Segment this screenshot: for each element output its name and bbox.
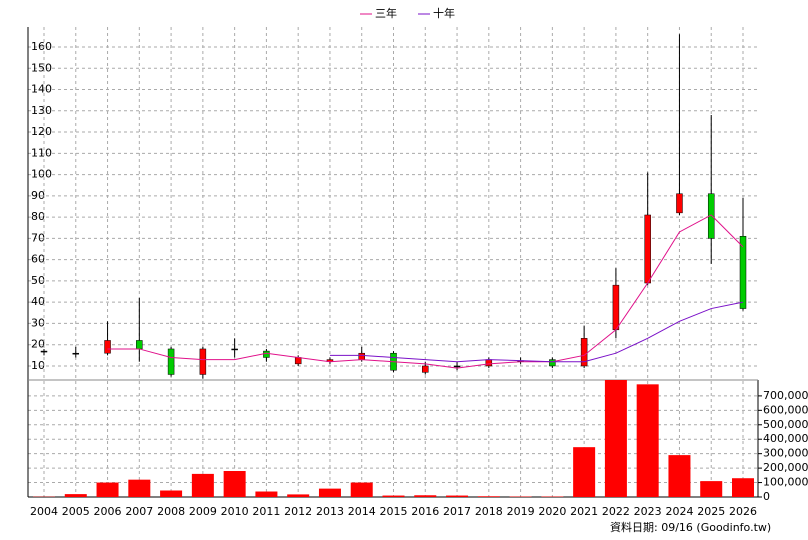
x-tick-label: 2008 xyxy=(157,505,185,518)
y-tick-label: 10 xyxy=(31,359,45,372)
y2-tick-label: 300,000 xyxy=(763,447,808,460)
volume-bar xyxy=(128,479,151,497)
candle-body xyxy=(231,348,238,351)
x-tick-label: 2017 xyxy=(443,505,471,518)
y-tick-label: 60 xyxy=(31,253,45,266)
y-tick-label: 140 xyxy=(31,83,52,96)
volume-bar xyxy=(350,482,373,497)
volume-bar xyxy=(382,495,405,497)
candle-body xyxy=(40,350,48,353)
x-tick-label: 2012 xyxy=(284,505,312,518)
y-tick-label: 150 xyxy=(31,61,52,74)
y2-tick-label: 400,000 xyxy=(763,432,808,445)
y2-tick-label: 600,000 xyxy=(763,403,808,416)
x-tick-label: 2014 xyxy=(348,505,376,518)
x-tick-label: 2023 xyxy=(634,505,662,518)
x-tick-label: 2025 xyxy=(697,505,725,518)
volume-bar xyxy=(414,495,437,497)
volume-bar xyxy=(700,481,723,497)
y-tick-label: 100 xyxy=(31,168,52,181)
candle-body xyxy=(453,365,461,368)
candle-body xyxy=(136,340,143,350)
y-tick-label: 30 xyxy=(31,316,45,329)
candle-body xyxy=(199,348,207,375)
x-tick-label: 2005 xyxy=(62,505,90,518)
y-tick-label: 20 xyxy=(31,338,45,351)
volume-bar xyxy=(255,491,278,497)
y-tick-label: 40 xyxy=(31,295,45,308)
x-tick-label: 2013 xyxy=(316,505,344,518)
y-tick-label: 80 xyxy=(31,210,45,223)
ma-line xyxy=(329,301,744,363)
volume-bar xyxy=(573,447,596,497)
source-note: 資料日期: 09/16 (Goodinfo.tw) xyxy=(610,520,771,534)
volume-bar xyxy=(604,380,627,497)
x-tick-label: 2015 xyxy=(380,505,408,518)
candle-body xyxy=(263,350,270,358)
candle-body xyxy=(644,214,651,284)
volume-bar xyxy=(477,496,500,497)
volume-bar xyxy=(636,384,659,497)
candle-body xyxy=(422,365,429,373)
candle-body xyxy=(485,359,493,367)
candle-body xyxy=(294,357,302,365)
x-tick-label: 2021 xyxy=(570,505,598,518)
volume-bar xyxy=(223,471,246,497)
volume-bar xyxy=(191,473,214,497)
y2-tick-label: 200,000 xyxy=(763,461,808,474)
x-tick-label: 2019 xyxy=(507,505,535,518)
candle-body xyxy=(167,348,175,375)
y-tick-label: 120 xyxy=(31,125,52,138)
y-tick-label: 90 xyxy=(31,189,45,202)
candle-body xyxy=(676,193,683,214)
legend-label: 三年 xyxy=(375,6,397,20)
volume-bar xyxy=(318,488,341,497)
y2-tick-label: 700,000 xyxy=(763,389,808,402)
x-tick-label: 2010 xyxy=(221,505,249,518)
y-tick-label: 50 xyxy=(31,274,45,287)
legend-label: 十年 xyxy=(433,6,455,20)
x-tick-label: 2011 xyxy=(252,505,280,518)
x-tick-label: 2007 xyxy=(125,505,153,518)
candle-body xyxy=(580,338,588,367)
y-tick-label: 130 xyxy=(31,104,52,117)
volume-bar xyxy=(446,495,469,497)
x-tick-label: 2004 xyxy=(30,505,58,518)
y-tick-label: 70 xyxy=(31,231,45,244)
x-tick-label: 2018 xyxy=(475,505,503,518)
y-tick-label: 160 xyxy=(31,40,52,53)
x-tick-label: 2026 xyxy=(729,505,757,518)
candle-body xyxy=(549,359,556,367)
x-tick-label: 2006 xyxy=(94,505,122,518)
x-tick-label: 2016 xyxy=(411,505,439,518)
y-tick-label: 110 xyxy=(31,146,52,159)
x-tick-label: 2009 xyxy=(189,505,217,518)
x-tick-label: 2020 xyxy=(538,505,566,518)
volume-bar xyxy=(287,494,310,497)
y2-tick-label: 100,000 xyxy=(763,476,808,489)
x-tick-label: 2024 xyxy=(665,505,693,518)
volume-bar xyxy=(96,482,119,497)
y2-tick-label: 500,000 xyxy=(763,418,808,431)
candle-body xyxy=(104,340,111,354)
candle-body xyxy=(72,352,80,355)
volume-bar xyxy=(668,455,691,497)
y2-tick-label: 0 xyxy=(763,490,770,503)
candle-body xyxy=(358,352,365,360)
candle-body xyxy=(739,235,747,309)
ma-line xyxy=(107,214,744,369)
volume-bar xyxy=(64,494,87,497)
volume-bar xyxy=(732,478,754,497)
volume-bar xyxy=(160,490,183,497)
x-tick-label: 2022 xyxy=(602,505,630,518)
candle-body xyxy=(612,284,620,331)
